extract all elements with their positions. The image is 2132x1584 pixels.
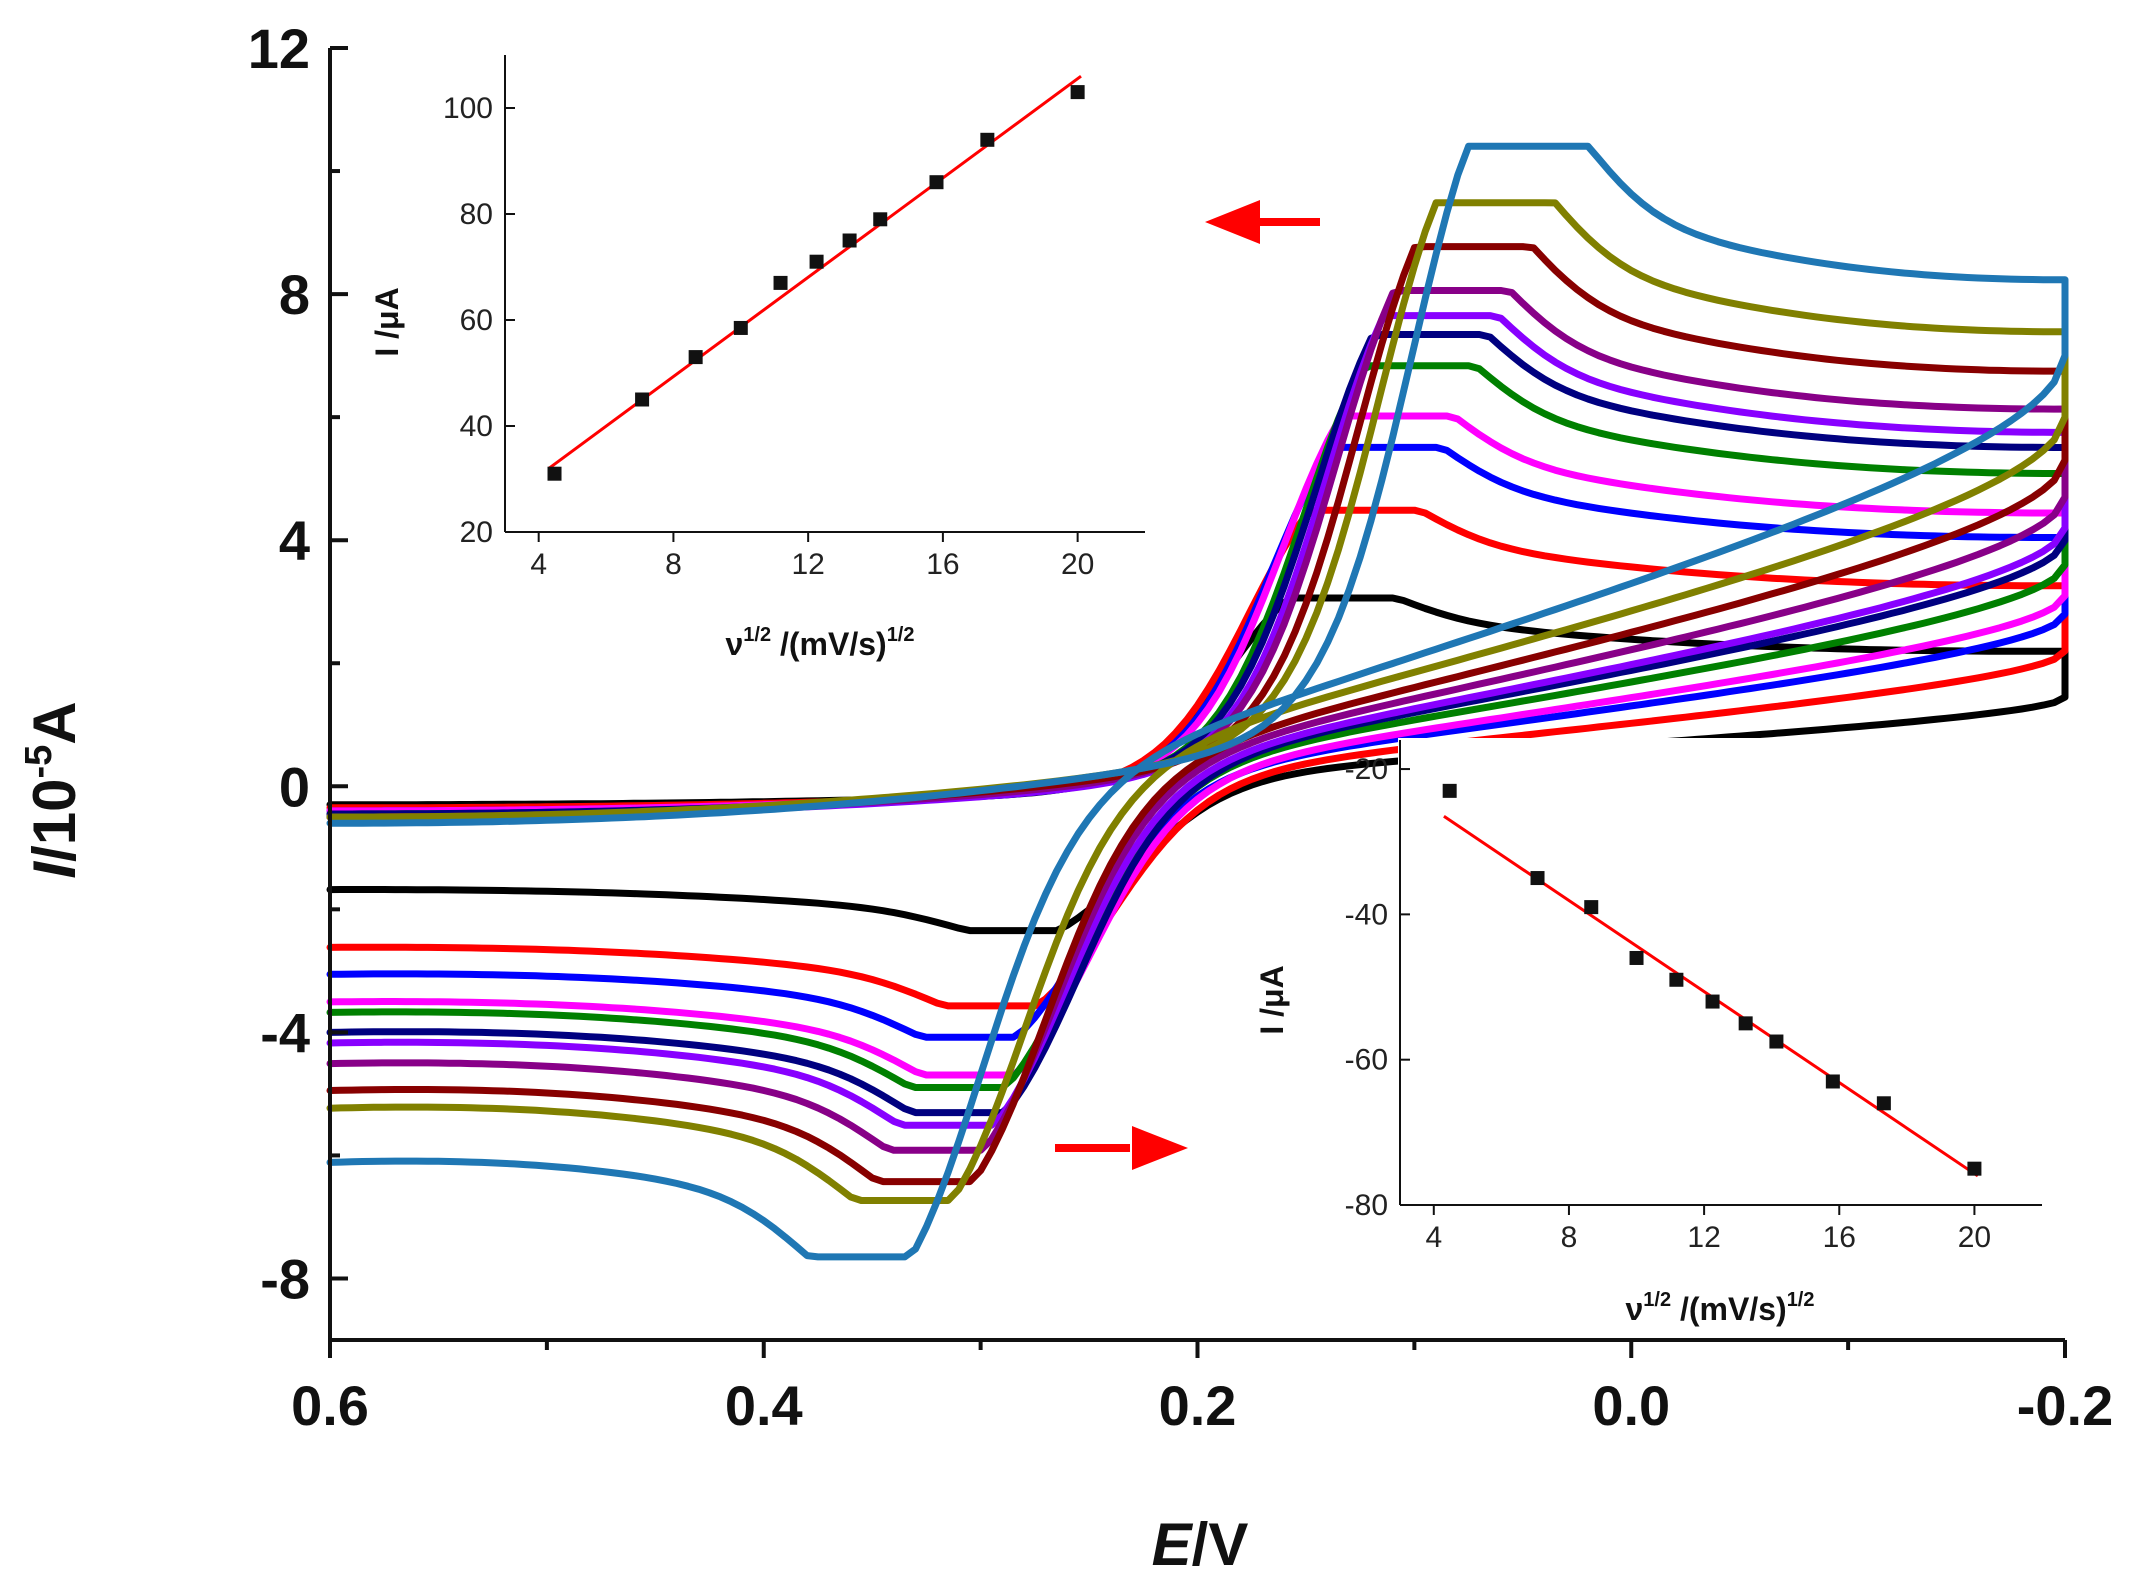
main-curves	[326, 142, 2069, 1261]
inset2-x-label-text: /(mV/s)	[1671, 1291, 1787, 1327]
inset1-x-label-sup: 1/2	[743, 624, 771, 646]
x-axis-label-text: /V	[1192, 1511, 1249, 1578]
inset-cathodic: -20 -40 -60 -80 4 8 12 16 20	[1345, 738, 2044, 1254]
inset2-x-tick-label: 20	[1958, 1221, 1991, 1254]
inset1-point	[842, 233, 857, 248]
inset2-point	[1769, 1034, 1784, 1049]
inset1-x-label-text: /(mV/s)	[771, 626, 887, 662]
inset1-x-tick-label: 16	[926, 548, 959, 581]
arrow-right-head	[1132, 1126, 1188, 1170]
inset1-point	[733, 320, 748, 335]
inset-anodic: 20 40 60 80 100 4 8 12 16 20	[443, 53, 1147, 581]
x-axis-label: E/V	[1152, 1511, 1249, 1578]
y-axis-label-unit: A	[21, 701, 88, 744]
y-axis-label-sup: -5	[18, 745, 60, 779]
inset1-point	[809, 254, 824, 269]
inset2-x-label-nu: ν	[1626, 1291, 1644, 1327]
y-tick-label: 0	[279, 755, 310, 818]
x-tick-label: 0.2	[1159, 1374, 1237, 1437]
y-axis-label: I/10-5A	[18, 701, 88, 878]
inset2-y-label: I /μA	[1254, 965, 1290, 1034]
inset2-point	[1738, 1016, 1753, 1031]
arrows	[1055, 200, 1320, 1170]
inset2-y-tick-label: -20	[1345, 753, 1388, 786]
inset1-x-tick-label: 8	[665, 548, 682, 581]
inset2-point	[1876, 1096, 1891, 1111]
inset1-point	[980, 132, 995, 147]
inset2-x-tick-label: 12	[1687, 1221, 1720, 1254]
inset1-point	[547, 466, 562, 481]
inset2-x-tick-label: 4	[1425, 1221, 1442, 1254]
y-tick-label: 12	[248, 17, 310, 80]
inset2-x-tick-label: 8	[1561, 1221, 1578, 1254]
x-tick-label: 0.4	[725, 1374, 803, 1437]
inset1-y-tick-label: 100	[443, 92, 493, 125]
inset1-x-label-nu: ν	[726, 626, 744, 662]
inset2-point	[1669, 972, 1684, 987]
inset2-point	[1584, 900, 1599, 915]
y-axis-label-text: /10	[21, 779, 88, 862]
inset1-point	[873, 212, 888, 227]
inset1-x-tick-label: 20	[1061, 548, 1094, 581]
inset1-bg	[503, 53, 1147, 534]
inset1-x-tick-label: 12	[791, 548, 824, 581]
inset1-point	[1070, 85, 1085, 100]
inset2-point	[1530, 871, 1545, 886]
inset1-x-label-sup2: 1/2	[887, 624, 915, 646]
inset1-y-label: I /μA	[369, 287, 405, 356]
inset2-x-tick-label: 16	[1823, 1221, 1856, 1254]
inset2-x-label-sup2: 1/2	[1787, 1289, 1815, 1311]
inset2-y-tick-label: -60	[1345, 1044, 1388, 1077]
inset1-point	[688, 350, 703, 365]
y-tick-label: 4	[279, 509, 310, 572]
inset1-y-tick-label: 40	[460, 410, 493, 443]
inset2-y-tick-label: -80	[1345, 1189, 1388, 1222]
x-tick-label: 0.6	[291, 1374, 369, 1437]
inset1-y-tick-label: 60	[460, 304, 493, 337]
inset1-y-tick-label: 20	[460, 516, 493, 549]
inset1-point	[635, 392, 650, 407]
y-tick-label: -4	[260, 1001, 310, 1064]
inset2-x-label: ν1/2 /(mV/s)1/2	[1626, 1289, 1815, 1327]
inset2-bg	[1398, 738, 2044, 1207]
x-tick-label: -0.2	[2017, 1374, 2114, 1437]
cv-curve-11	[326, 142, 2069, 1261]
inset1-point	[929, 175, 944, 190]
y-tick-label: 8	[279, 263, 310, 326]
x-tick-label: 0.0	[1592, 1374, 1670, 1437]
inset2-point	[1442, 783, 1457, 798]
inset2-y-tick-label: -40	[1345, 898, 1388, 931]
arrow-left-head	[1205, 200, 1260, 244]
inset1-y-tick-label: 80	[460, 198, 493, 231]
inset2-point	[1629, 950, 1644, 965]
inset2-x-label-sup: 1/2	[1643, 1289, 1671, 1311]
inset2-point	[1705, 994, 1720, 1009]
x-axis-label-italic: E	[1152, 1511, 1194, 1578]
inset2-point	[1967, 1161, 1982, 1176]
y-tick-label: -8	[260, 1247, 310, 1310]
inset2-point	[1825, 1074, 1840, 1089]
y-axis-label-italic: I	[21, 861, 88, 879]
inset1-x-tick-label: 4	[530, 548, 547, 581]
inset1-point	[773, 275, 788, 290]
inset1-x-label: ν1/2 /(mV/s)1/2	[726, 624, 915, 662]
